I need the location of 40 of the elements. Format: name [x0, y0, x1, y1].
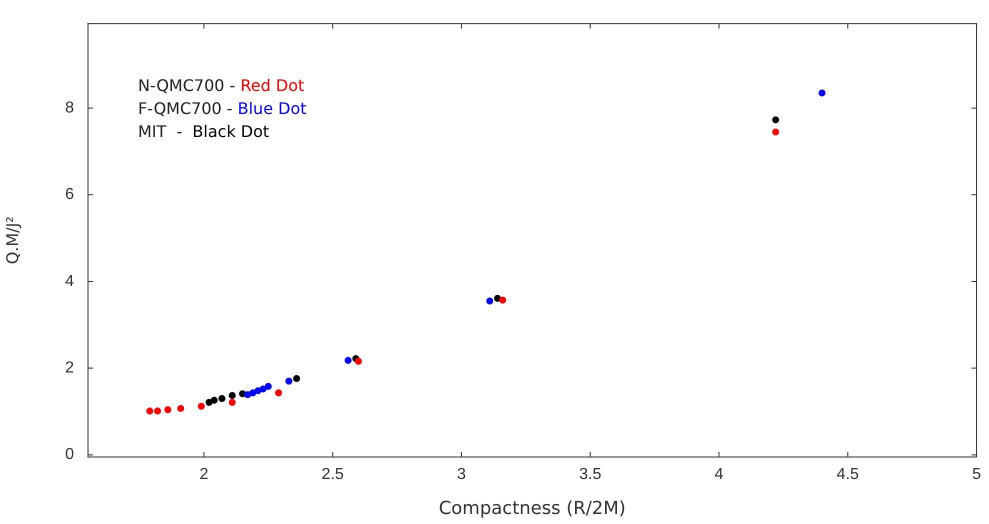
point — [772, 116, 780, 124]
point — [293, 375, 300, 382]
y-tick-label: 0 — [65, 446, 74, 464]
point — [354, 358, 362, 365]
y-axis-title: Q.M/J² — [2, 216, 22, 264]
x-axis-title: Compactness (R/2M) — [438, 498, 626, 519]
point — [264, 382, 272, 390]
point — [818, 89, 826, 96]
point — [228, 392, 236, 399]
point — [154, 408, 162, 415]
x-tick-label: 3 — [456, 466, 466, 484]
point — [772, 128, 780, 136]
y-tick-label: 8 — [65, 100, 74, 117]
x-tick-label: 3.5 — [579, 466, 602, 484]
x-tick-label: 2.5 — [322, 466, 344, 484]
x-tick-label: 4 — [714, 466, 724, 484]
point — [146, 408, 154, 415]
point — [218, 394, 226, 402]
point — [206, 398, 213, 406]
point — [260, 385, 267, 392]
annotation: N-QMC700 - Red Dot — [138, 76, 304, 95]
point — [210, 396, 218, 404]
y-tick-label: 2 — [65, 360, 74, 377]
point — [499, 296, 506, 304]
x-tick-label: 5 — [972, 466, 982, 484]
point — [164, 406, 172, 414]
y-tick-label: 6 — [65, 186, 74, 204]
annotation: MIT - Black Dot — [138, 122, 270, 141]
y-tick-label: 4 — [65, 272, 74, 290]
point — [228, 398, 236, 406]
point — [285, 378, 292, 385]
point — [244, 391, 252, 398]
point — [486, 297, 494, 304]
point — [275, 389, 282, 396]
x-tick-label: 4.5 — [836, 466, 859, 484]
point — [198, 402, 205, 410]
x-tick-label: 2 — [199, 466, 208, 484]
point — [177, 404, 184, 412]
point — [344, 356, 352, 364]
annotation: F-QMC700 - Blue Dot — [138, 98, 306, 118]
